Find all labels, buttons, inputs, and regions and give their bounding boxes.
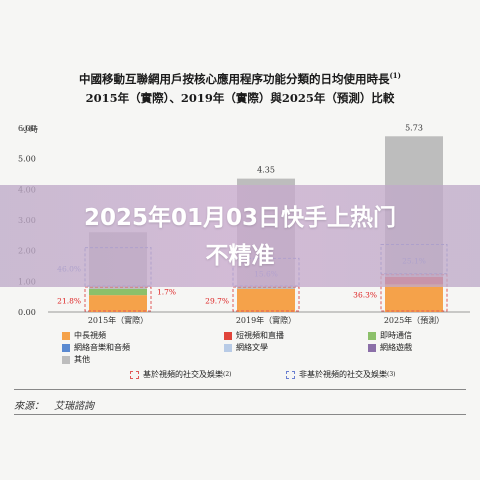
chart-title: 中國移動互聯網用戶按核心應用程序功能分類的日均使用時長(1) <box>79 71 401 86</box>
legend-box-item: 基於視頻的社交及娛樂 (2) <box>130 369 232 380</box>
legend-label: 基於視頻的社交及娛樂 <box>143 370 223 379</box>
bar-segment <box>89 295 147 312</box>
legend-swatch <box>224 331 232 340</box>
dashed-box-swatch <box>130 370 139 379</box>
dashed-box-swatch <box>286 370 295 379</box>
bar-segment <box>237 289 295 312</box>
legend-label: 中長視頻 <box>74 331 106 340</box>
bar-total-label: 5.73 <box>405 123 423 132</box>
source-value: 艾瑞諮詢 <box>54 401 94 412</box>
video-social-box <box>84 286 152 312</box>
share-annotation: 29.7% <box>205 297 229 306</box>
legend-box-item: 非基於視頻的社交及娛樂 (3) <box>286 369 396 380</box>
legend-swatch <box>62 331 70 340</box>
legend-swatch <box>62 355 70 364</box>
y-tick-label: 0.00 <box>18 308 36 317</box>
legend-swatch <box>62 343 70 352</box>
y-tick-label: 6.00 <box>18 124 36 133</box>
legend-item: 即時通信 <box>368 330 412 341</box>
divider <box>14 414 466 415</box>
legend-swatch <box>368 331 376 340</box>
x-tick-label: 2015年（實際） <box>88 315 148 325</box>
source-label: 來源： <box>14 401 44 412</box>
legend-item: 網絡文學 <box>224 342 268 353</box>
share-annotation: 21.8% <box>57 297 81 306</box>
source-note: 來源： 艾瑞諮詢 <box>14 397 94 412</box>
y-tick-label: 5.00 <box>18 155 36 164</box>
headline-line-2: 不精准 <box>205 243 275 269</box>
legend-item: 其他 <box>62 354 90 365</box>
legend-swatch <box>368 343 376 352</box>
legend-label: 非基於視頻的社交及娛樂 <box>299 370 387 379</box>
x-tick-label: 2019年（實際） <box>236 315 296 325</box>
legend-swatch <box>224 343 232 352</box>
headline-line-1: 2025年01月03日快手上热门 <box>83 205 397 231</box>
legend-label: 短視頻和直播 <box>236 331 284 340</box>
chart-subtitle: 2015年（實際）、2019年（實際）與2025年（預測）比較 <box>85 91 395 105</box>
headline-banner <box>0 185 480 287</box>
bar-total-label: 4.35 <box>257 166 275 175</box>
legend-label: 其他 <box>74 355 90 364</box>
legend-item: 網絡音樂和音頻 <box>62 342 130 353</box>
legend-label: 網絡遊戲 <box>380 343 412 352</box>
share-annotation: 1.7% <box>157 288 176 297</box>
video-social-box <box>232 286 300 312</box>
share-annotation: 36.3% <box>353 290 377 299</box>
legend-label: 網絡音樂和音頻 <box>74 343 130 352</box>
divider <box>14 389 466 390</box>
legend-item: 網絡遊戲 <box>368 342 412 353</box>
legend-label: 網絡文學 <box>236 343 268 352</box>
x-tick-label: 2025年（預測） <box>384 315 444 325</box>
legend-label: 即時通信 <box>380 331 412 340</box>
legend-item: 中長視頻 <box>62 330 106 341</box>
bar-segment <box>385 284 443 312</box>
bar-segment <box>89 289 147 296</box>
legend-item: 短視頻和直播 <box>224 330 284 341</box>
y-axis-label: 小時 <box>22 125 38 134</box>
